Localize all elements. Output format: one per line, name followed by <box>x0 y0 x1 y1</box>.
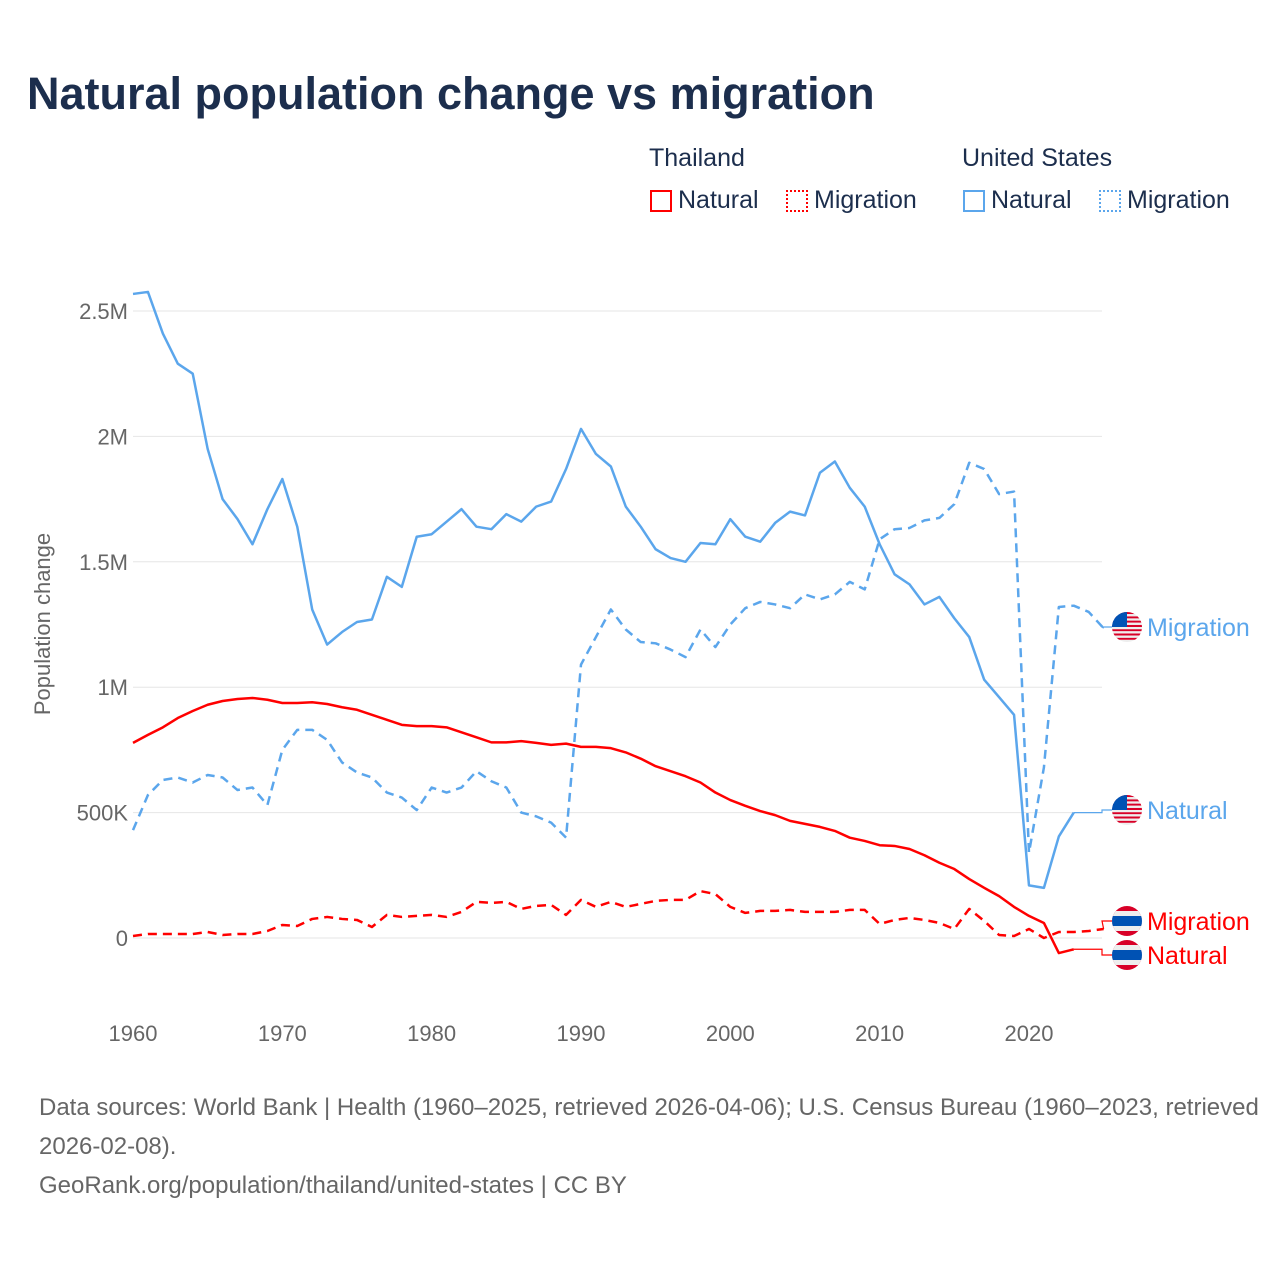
flag-blue <box>1112 916 1142 926</box>
series-end-label: Natural <box>1147 942 1228 970</box>
x-tick-label: 1990 <box>557 1021 606 1046</box>
series-line-united-states-migration <box>131 461 1105 854</box>
legend-thailand-natural[interactable]: Natural <box>650 186 759 215</box>
x-tick-label: 2010 <box>855 1021 904 1046</box>
flag-canton <box>1112 795 1127 810</box>
line-chart: 0 500K 1M 1.5M 2M 2.5M 1960 1970 1980 1990 2000 201… <box>30 290 1250 1046</box>
footer: Data sources: World Bank | Health (1960–… <box>39 1088 1259 1205</box>
flag-canton <box>1112 612 1127 627</box>
us-flag-icon <box>1112 795 1142 825</box>
legend-label: Natural <box>678 186 759 214</box>
label-connector <box>1073 809 1112 814</box>
flag-stripe <box>1112 820 1142 823</box>
flag-stripe <box>1112 635 1142 638</box>
flag-stripe <box>1112 637 1142 640</box>
flag-stripe <box>1112 818 1142 821</box>
legend-swatch <box>650 189 672 212</box>
x-tick-label: 1980 <box>407 1021 456 1046</box>
legend-swatch <box>963 189 985 212</box>
source-link[interactable]: GeoRank.org/population/thailand/united-s… <box>39 1172 627 1199</box>
flag-stripe <box>1112 816 1142 819</box>
thailand-flag-icon <box>1112 940 1142 970</box>
y-tick-label: 0 <box>116 926 128 951</box>
legend-swatch <box>786 189 808 212</box>
series-end-label: Migration <box>1147 908 1250 936</box>
flag-stripe <box>1112 633 1142 636</box>
legend-group-thailand: Thailand <box>649 144 745 172</box>
label-connector <box>1100 626 1112 629</box>
y-axis-label: Population change <box>30 533 55 715</box>
flag-stripe <box>1112 631 1142 634</box>
flag <box>1112 940 1142 970</box>
label-connector <box>1101 920 1112 930</box>
legend-label: Migration <box>814 186 917 214</box>
legend-label: Natural <box>991 186 1072 214</box>
series-line-thailand-natural <box>132 696 1075 955</box>
x-tick-label: 2020 <box>1005 1021 1054 1046</box>
legend-us-migration[interactable]: Migration <box>1099 186 1230 215</box>
flag-stripe <box>1112 810 1142 813</box>
legend-thailand-migration[interactable]: Migration <box>786 186 917 215</box>
legend-label: Migration <box>1127 186 1230 214</box>
legend-group-united-states: United States <box>962 144 1113 172</box>
series-line-united-states-natural <box>132 290 1075 890</box>
us-flag-icon <box>1112 612 1142 642</box>
legend-swatch <box>1099 189 1121 212</box>
y-tick-label: 1.5M <box>79 550 128 575</box>
y-tick-label: 2.5M <box>79 299 128 324</box>
flag-stripe <box>1112 629 1142 632</box>
chart-title: Natural population change vs migration <box>27 68 875 119</box>
x-tick-label: 1960 <box>109 1021 158 1046</box>
flag-stripe <box>1112 814 1142 817</box>
thailand-flag-icon <box>1112 906 1142 936</box>
flag-stripe <box>1112 812 1142 815</box>
flag <box>1112 612 1142 642</box>
y-tick-label: 500K <box>77 801 129 826</box>
x-tick-label: 2000 <box>706 1021 755 1046</box>
flag-stripe <box>1112 639 1142 642</box>
flag <box>1112 795 1142 825</box>
flag-blue <box>1112 950 1142 960</box>
x-tick-label: 1970 <box>258 1021 307 1046</box>
y-tick-label: 1M <box>97 675 128 700</box>
y-tick-label: 2M <box>97 424 128 449</box>
label-connector <box>1073 948 1112 956</box>
series-line-thailand-migration <box>132 889 1104 940</box>
flag-stripe <box>1112 822 1142 825</box>
data-sources: Data sources: World Bank | Health (1960–… <box>39 1094 1259 1160</box>
series-end-label: Migration <box>1147 614 1250 642</box>
legend-us-natural[interactable]: Natural <box>963 186 1072 215</box>
flag <box>1112 906 1142 936</box>
flag-stripe <box>1112 627 1142 630</box>
series-end-label: Natural <box>1147 797 1228 825</box>
